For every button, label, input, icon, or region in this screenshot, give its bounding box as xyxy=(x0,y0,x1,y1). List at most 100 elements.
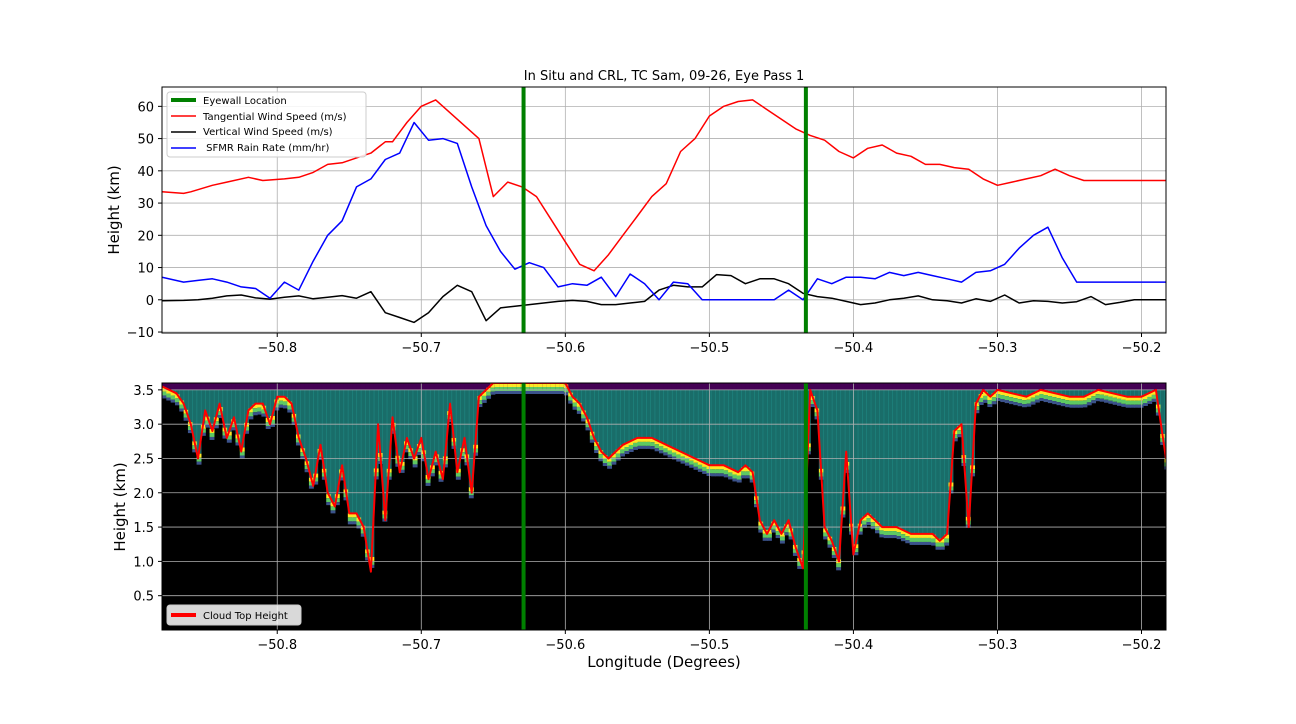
heatmap-cloud-cell xyxy=(710,469,716,474)
heatmap-cloud-cell xyxy=(170,395,176,400)
heatmap-cloud-cell xyxy=(1004,396,1010,401)
heatmap-cloud-top-cell xyxy=(710,465,716,470)
heatmap-cloud-cell xyxy=(330,506,336,511)
heatmap-cloud-cell xyxy=(991,397,997,402)
heatmap-clear-air-cell xyxy=(399,389,405,462)
heatmap-clear-air-cell xyxy=(1052,389,1058,394)
heatmap-clear-air-cell xyxy=(594,389,600,443)
heatmap-cloud-cell xyxy=(205,420,211,425)
heatmap-cloud-cell xyxy=(866,522,872,526)
heatmap-cloud-cell xyxy=(486,395,492,399)
heatmap-cloud-cell xyxy=(1017,399,1023,404)
heatmap-band-cell xyxy=(1134,383,1140,390)
heatmap-cloud-cell xyxy=(913,537,919,542)
top-title: In Situ and CRL, TC Sam, 09-26, Eye Pass… xyxy=(524,69,805,84)
heatmap-cloud-cell xyxy=(403,449,409,453)
heatmap-cloud-top-cell xyxy=(1099,390,1105,395)
heatmap-cloud-cell xyxy=(162,395,167,399)
heatmap-clear-air-cell xyxy=(572,389,578,399)
heatmap-cloud-cell xyxy=(1056,402,1062,406)
heatmap-cloud-top-cell xyxy=(481,391,487,396)
heatmap-cloud-cell xyxy=(334,502,340,506)
heatmap-cloud-cell xyxy=(287,409,293,413)
heatmap-clear-air-cell xyxy=(205,389,211,417)
heatmap-cloud-cell xyxy=(879,530,885,535)
heatmap-cloud-cell xyxy=(827,540,833,545)
heatmap-cloud-top-cell xyxy=(162,387,167,392)
heatmap-cloud-cell xyxy=(239,455,245,459)
heatmap-clear-air-cell xyxy=(866,389,872,515)
heatmap-cloud-cell xyxy=(658,450,664,454)
heatmap-cloud-cell xyxy=(542,387,548,391)
heatmap-band-cell xyxy=(987,383,993,390)
top-legend: Eyewall Location Tangential Wind Speed (… xyxy=(166,91,367,158)
heatmap-cloud-cell xyxy=(352,521,358,525)
heatmap-cloud-cell xyxy=(537,387,543,391)
heatmap-cloud-top-cell xyxy=(252,404,258,409)
top-x-tick-label: −50.3 xyxy=(978,341,1018,356)
heatmap-band-cell xyxy=(836,383,842,390)
heatmap-band-cell xyxy=(676,383,682,390)
heatmap-cloud-cell xyxy=(412,460,418,465)
heatmap-cloud-cell xyxy=(676,458,682,462)
heatmap-band-cell xyxy=(944,383,950,390)
top-x-tick-label: −50.6 xyxy=(545,341,585,356)
heatmap-cloud-cell xyxy=(196,461,202,465)
bottom-x-tick-label: −50.6 xyxy=(545,638,585,653)
heatmap-cloud-cell xyxy=(978,401,984,405)
top-x-tick-label: −50.7 xyxy=(401,341,441,356)
heatmap-cloud-top-cell xyxy=(1017,395,1023,400)
heatmap-cloud-cell xyxy=(416,448,422,453)
heatmap-band-cell xyxy=(827,383,833,390)
heatmap-cloud-cell xyxy=(728,472,734,477)
heatmap-clear-air-cell xyxy=(1138,389,1144,397)
heatmap-cloud-cell xyxy=(347,521,353,525)
heatmap-clear-air-cell xyxy=(408,389,414,449)
heatmap-cloud-cell xyxy=(741,471,746,476)
heatmap-band-cell xyxy=(1069,383,1075,390)
heatmap-cloud-cell xyxy=(689,460,695,465)
heatmap-clear-air-cell xyxy=(970,389,976,466)
bottom-legend: Cloud Top Height xyxy=(166,604,302,626)
heatmap-cloud-cell xyxy=(278,404,284,408)
heatmap-cloud-cell xyxy=(905,540,911,544)
heatmap-cloud-top-cell xyxy=(766,529,772,534)
sfmr-rain-rate-line xyxy=(162,121,1166,301)
heatmap-band-cell xyxy=(749,383,755,390)
heatmap-clear-air-cell xyxy=(378,389,383,453)
heatmap-cloud-cell xyxy=(576,410,582,414)
heatmap-cloud-cell xyxy=(222,435,228,439)
heatmap-cloud-cell xyxy=(667,450,673,455)
heatmap-cloud-cell xyxy=(1039,394,1045,399)
heatmap-cloud-top-cell xyxy=(900,530,906,535)
heatmap-band-cell xyxy=(295,383,301,390)
heatmap-cloud-cell xyxy=(1000,399,1006,403)
heatmap-clear-air-cell xyxy=(779,389,785,533)
heatmap-cloud-cell xyxy=(922,541,928,545)
heatmap-band-cell xyxy=(710,383,716,390)
heatmap-band-cell xyxy=(788,383,794,390)
heatmap-clear-air-cell xyxy=(974,389,980,403)
heatmap-cloud-cell xyxy=(983,399,988,403)
heatmap-cloud-cell xyxy=(425,482,431,486)
heatmap-band-cell xyxy=(1129,383,1135,390)
heatmap-cloud-top-cell xyxy=(658,442,664,447)
heatmap-band-cell xyxy=(282,383,288,390)
heatmap-cloud-cell xyxy=(1073,400,1079,405)
heatmap-cloud-cell xyxy=(174,402,180,406)
heatmap-cloud-top-cell xyxy=(1060,395,1066,400)
heatmap-band-cell xyxy=(957,383,963,390)
heatmap-band-cell xyxy=(831,383,837,390)
heatmap-band-cell xyxy=(853,383,859,390)
heatmap-band-cell xyxy=(481,383,487,390)
heatmap-cloud-top-cell xyxy=(723,466,729,471)
heatmap-cloud-top-cell xyxy=(1004,392,1010,397)
heatmap-cloud-cell xyxy=(434,462,440,466)
heatmap-clear-air-cell xyxy=(831,389,837,547)
heatmap-cloud-cell xyxy=(788,536,794,540)
heatmap-cloud-cell xyxy=(516,391,522,394)
heatmap-cloud-top-cell xyxy=(745,467,751,472)
heatmap-cloud-cell xyxy=(334,498,340,503)
heatmap-band-cell xyxy=(922,383,928,390)
